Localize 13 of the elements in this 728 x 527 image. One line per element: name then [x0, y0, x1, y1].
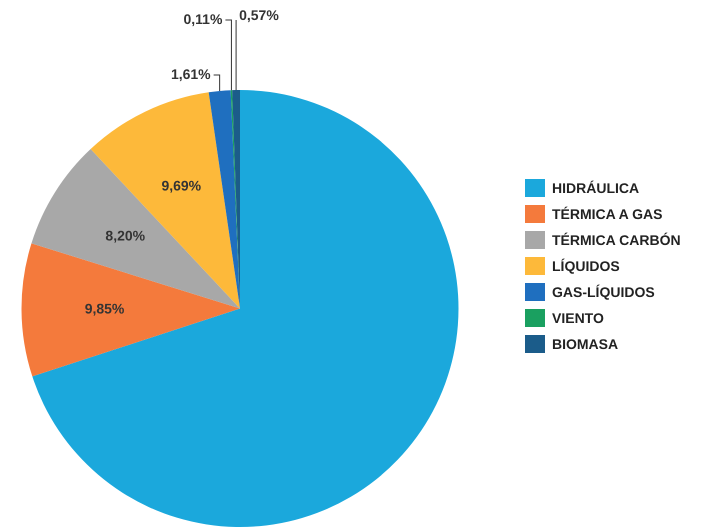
legend-label: HIDRÁULICA — [552, 180, 640, 196]
data-label: 1,61% — [170, 66, 212, 82]
data-label: 0,11% — [183, 10, 223, 27]
legend-label: BIOMASA — [552, 336, 618, 352]
legend-label: LÍQUIDOS — [552, 258, 620, 274]
legend-label: GAS-LÍQUIDOS — [552, 284, 655, 300]
data-label: 8,20% — [105, 227, 146, 244]
data-label: 9,69% — [161, 177, 202, 194]
legend-label: VIENTO — [552, 310, 604, 326]
legend-label: TÉRMICA A GAS — [552, 206, 662, 222]
data-label: 0,57% — [239, 6, 280, 23]
legend-label: TÉRMICA CARBÓN — [552, 232, 681, 248]
data-label: 9,85% — [84, 300, 125, 316]
